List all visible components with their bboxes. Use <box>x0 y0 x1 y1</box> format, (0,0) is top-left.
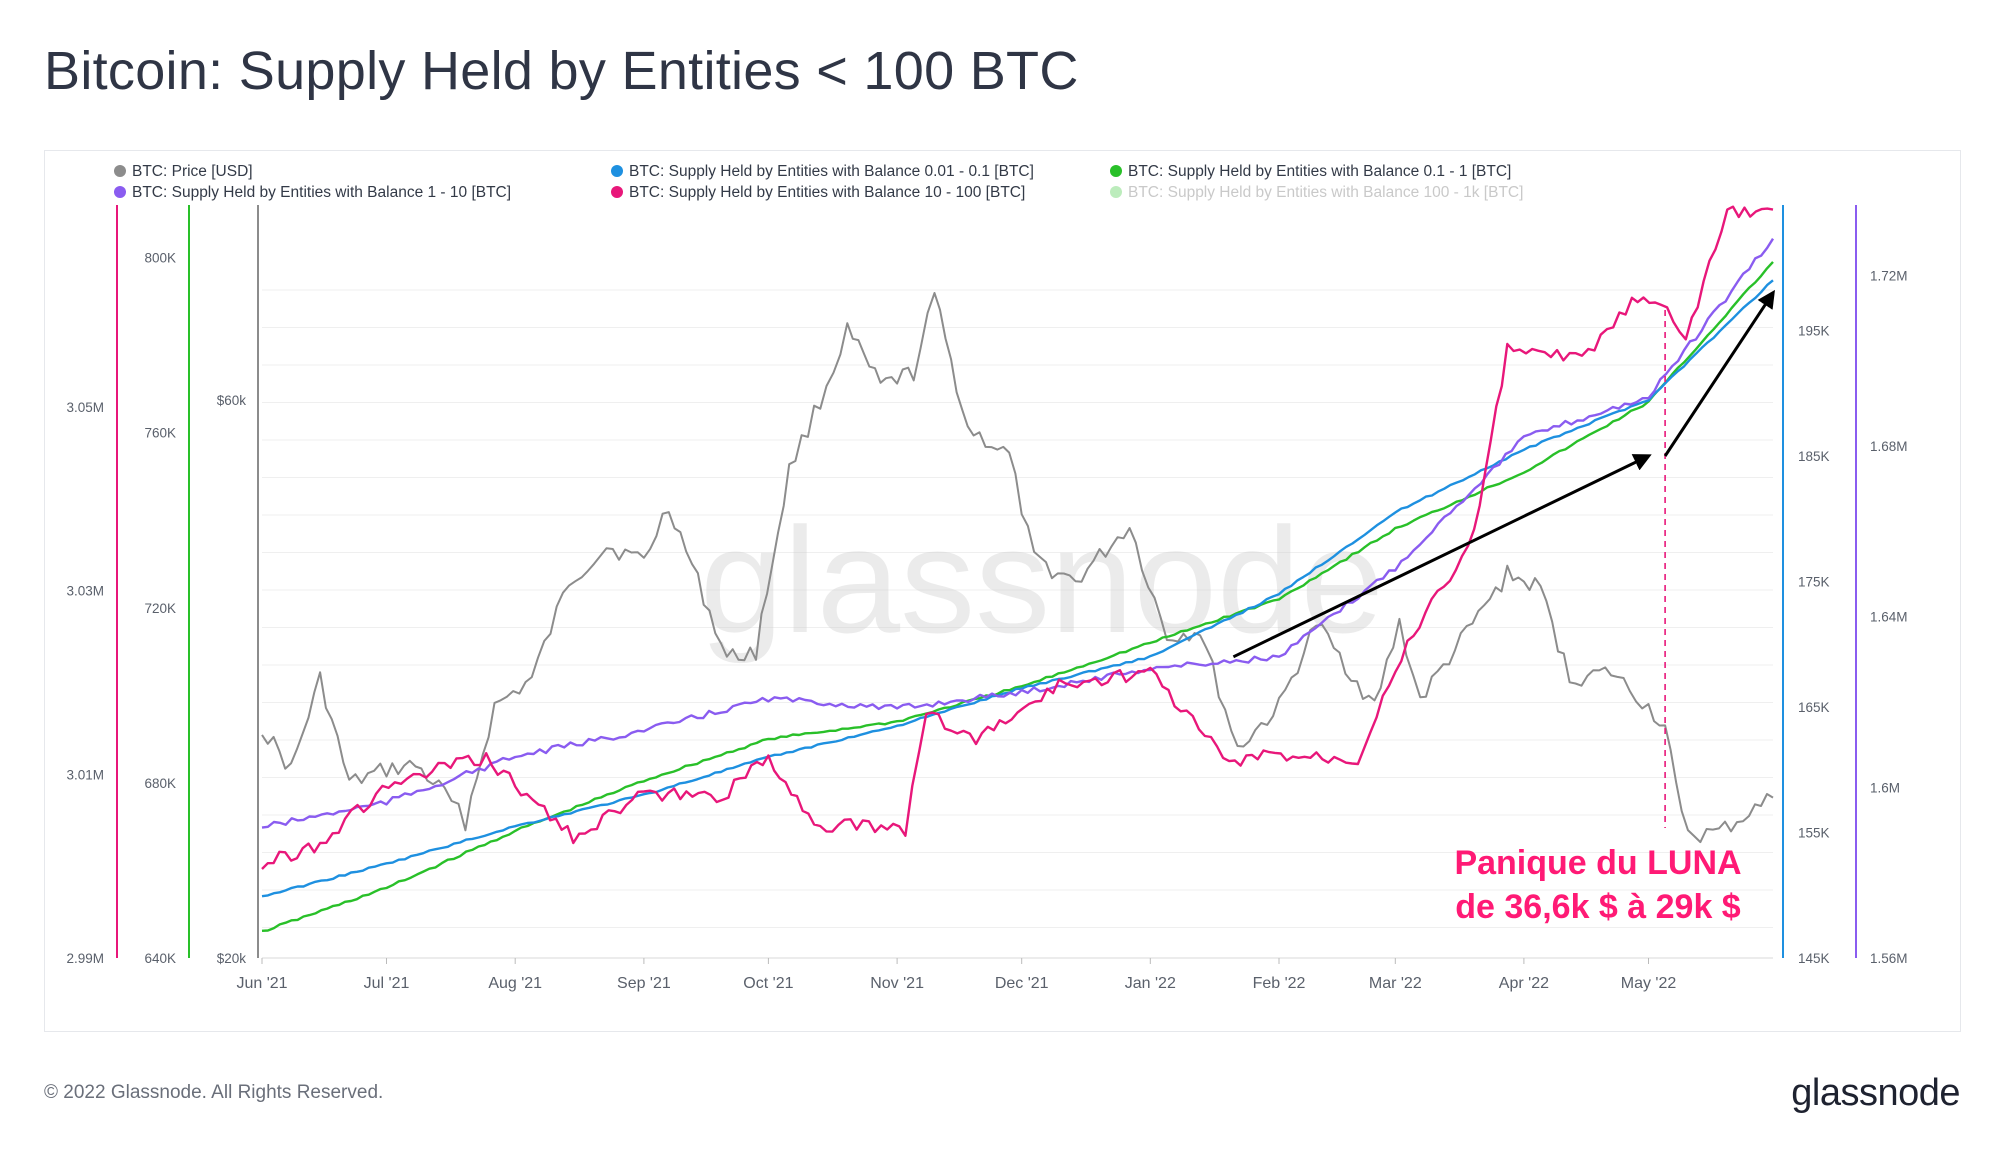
page-title: Bitcoin: Supply Held by Entities < 100 B… <box>44 41 1079 101</box>
legend-swatch <box>114 165 126 177</box>
price-tick-label: $60k <box>217 393 247 408</box>
x-tick-label: May '22 <box>1621 975 1677 992</box>
series-line-4 <box>261 205 1774 870</box>
supply_01_1-tick-label: 640K <box>144 951 176 966</box>
supply_001_01-tick-label: 185K <box>1798 449 1830 464</box>
supply_001_01-tick-label: 145K <box>1798 951 1830 966</box>
x-tick-label: Nov '21 <box>870 975 924 992</box>
supply_01_1-tick-label: 720K <box>144 601 176 616</box>
supply_10_100-tick-label: 2.99M <box>66 951 104 966</box>
trend-arrow-1 <box>1663 289 1775 457</box>
series-line-1 <box>261 279 1774 898</box>
x-tick-label: Jan '22 <box>1125 975 1176 992</box>
legend-label: BTC: Supply Held by Entities with Balanc… <box>629 184 1025 201</box>
supply_1_10-tick-label: 1.68M <box>1870 439 1908 454</box>
supply_10_100-tick-label: 3.01M <box>66 767 104 782</box>
x-tick-label: Jun '21 <box>236 975 287 992</box>
annotation-text-line: de 36,6k $ à 29k $ <box>1455 888 1741 926</box>
supply_001_01-tick-label: 175K <box>1798 575 1830 590</box>
supply_01_1-tick-label: 800K <box>144 251 176 266</box>
legend-swatch <box>1110 165 1122 177</box>
legend-label: BTC: Supply Held by Entities with Balanc… <box>629 163 1034 180</box>
annotations: Panique du LUNA de 36,6k $ à 29k $ <box>1232 289 1775 926</box>
x-tick-label: Dec '21 <box>995 975 1049 992</box>
supply_10_100-tick-label: 3.05M <box>66 400 104 415</box>
legend-swatch <box>114 186 126 198</box>
supply_001_01-tick-label: 195K <box>1798 324 1830 339</box>
legend-swatch <box>611 165 623 177</box>
legend-label: BTC: Price [USD] <box>132 163 253 180</box>
supply_1_10-tick-label: 1.56M <box>1870 951 1908 966</box>
series-line-3 <box>261 238 1775 829</box>
x-tick-label: Oct '21 <box>743 975 793 992</box>
series-line-2 <box>261 261 1774 932</box>
series-line-0 <box>261 292 1774 844</box>
trend-arrow-0 <box>1232 454 1652 659</box>
price-tick-label: $20k <box>217 951 247 966</box>
x-tick-label: Aug '21 <box>488 975 542 992</box>
x-tick-label: Feb '22 <box>1253 975 1306 992</box>
chart-panel <box>44 150 1961 1032</box>
legend-swatch <box>1110 186 1122 198</box>
supply_1_10-tick-label: 1.72M <box>1870 268 1908 283</box>
legend-label: BTC: Supply Held by Entities with Balanc… <box>1128 163 1511 180</box>
x-tick-label: Jul '21 <box>364 975 410 992</box>
watermark-text: glassnode <box>700 496 1384 664</box>
footer-copyright: © 2022 Glassnode. All Rights Reserved. <box>44 1082 384 1103</box>
supply_1_10-tick-label: 1.64M <box>1870 610 1908 625</box>
brand-logo: glassnode <box>1791 1072 1960 1114</box>
legend-swatch <box>611 186 623 198</box>
annotation-text-line: Panique du LUNA <box>1454 844 1741 882</box>
legend-label: BTC: Supply Held by Entities with Balanc… <box>132 184 511 201</box>
supply_001_01-tick-label: 155K <box>1798 826 1830 841</box>
x-tick-label: Sep '21 <box>617 975 671 992</box>
supply_1_10-tick-label: 1.6M <box>1870 780 1900 795</box>
supply_01_1-tick-label: 680K <box>144 776 176 791</box>
legend-label: BTC: Supply Held by Entities with Balanc… <box>1128 184 1523 201</box>
series-lines <box>261 205 1775 932</box>
legend: BTC: Price [USD] BTC: Supply Held by Enti… <box>114 163 1523 201</box>
watermark: glassnode <box>700 496 1384 664</box>
x-tick-label: Mar '22 <box>1369 975 1422 992</box>
grid <box>262 289 1773 959</box>
axes: 2.99M 3.01M 3.03M 3.05M 640K 680K 720K 760K 800K… <box>66 205 1908 992</box>
x-tick-label: Apr '22 <box>1499 975 1549 992</box>
supply_01_1-tick-label: 760K <box>144 426 176 441</box>
supply_10_100-tick-label: 3.03M <box>66 584 104 599</box>
supply_001_01-tick-label: 165K <box>1798 700 1830 715</box>
